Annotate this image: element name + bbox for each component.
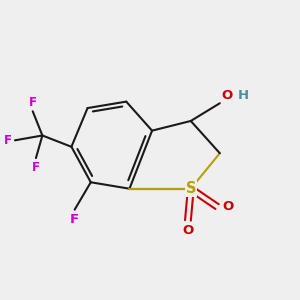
Text: F: F [32,160,40,174]
Text: O: O [182,224,194,237]
Text: F: F [4,134,12,147]
Text: O: O [221,88,233,102]
Text: F: F [70,213,79,226]
Text: O: O [222,200,233,213]
Text: F: F [29,96,37,109]
Text: H: H [238,88,249,102]
Text: S: S [185,181,196,196]
